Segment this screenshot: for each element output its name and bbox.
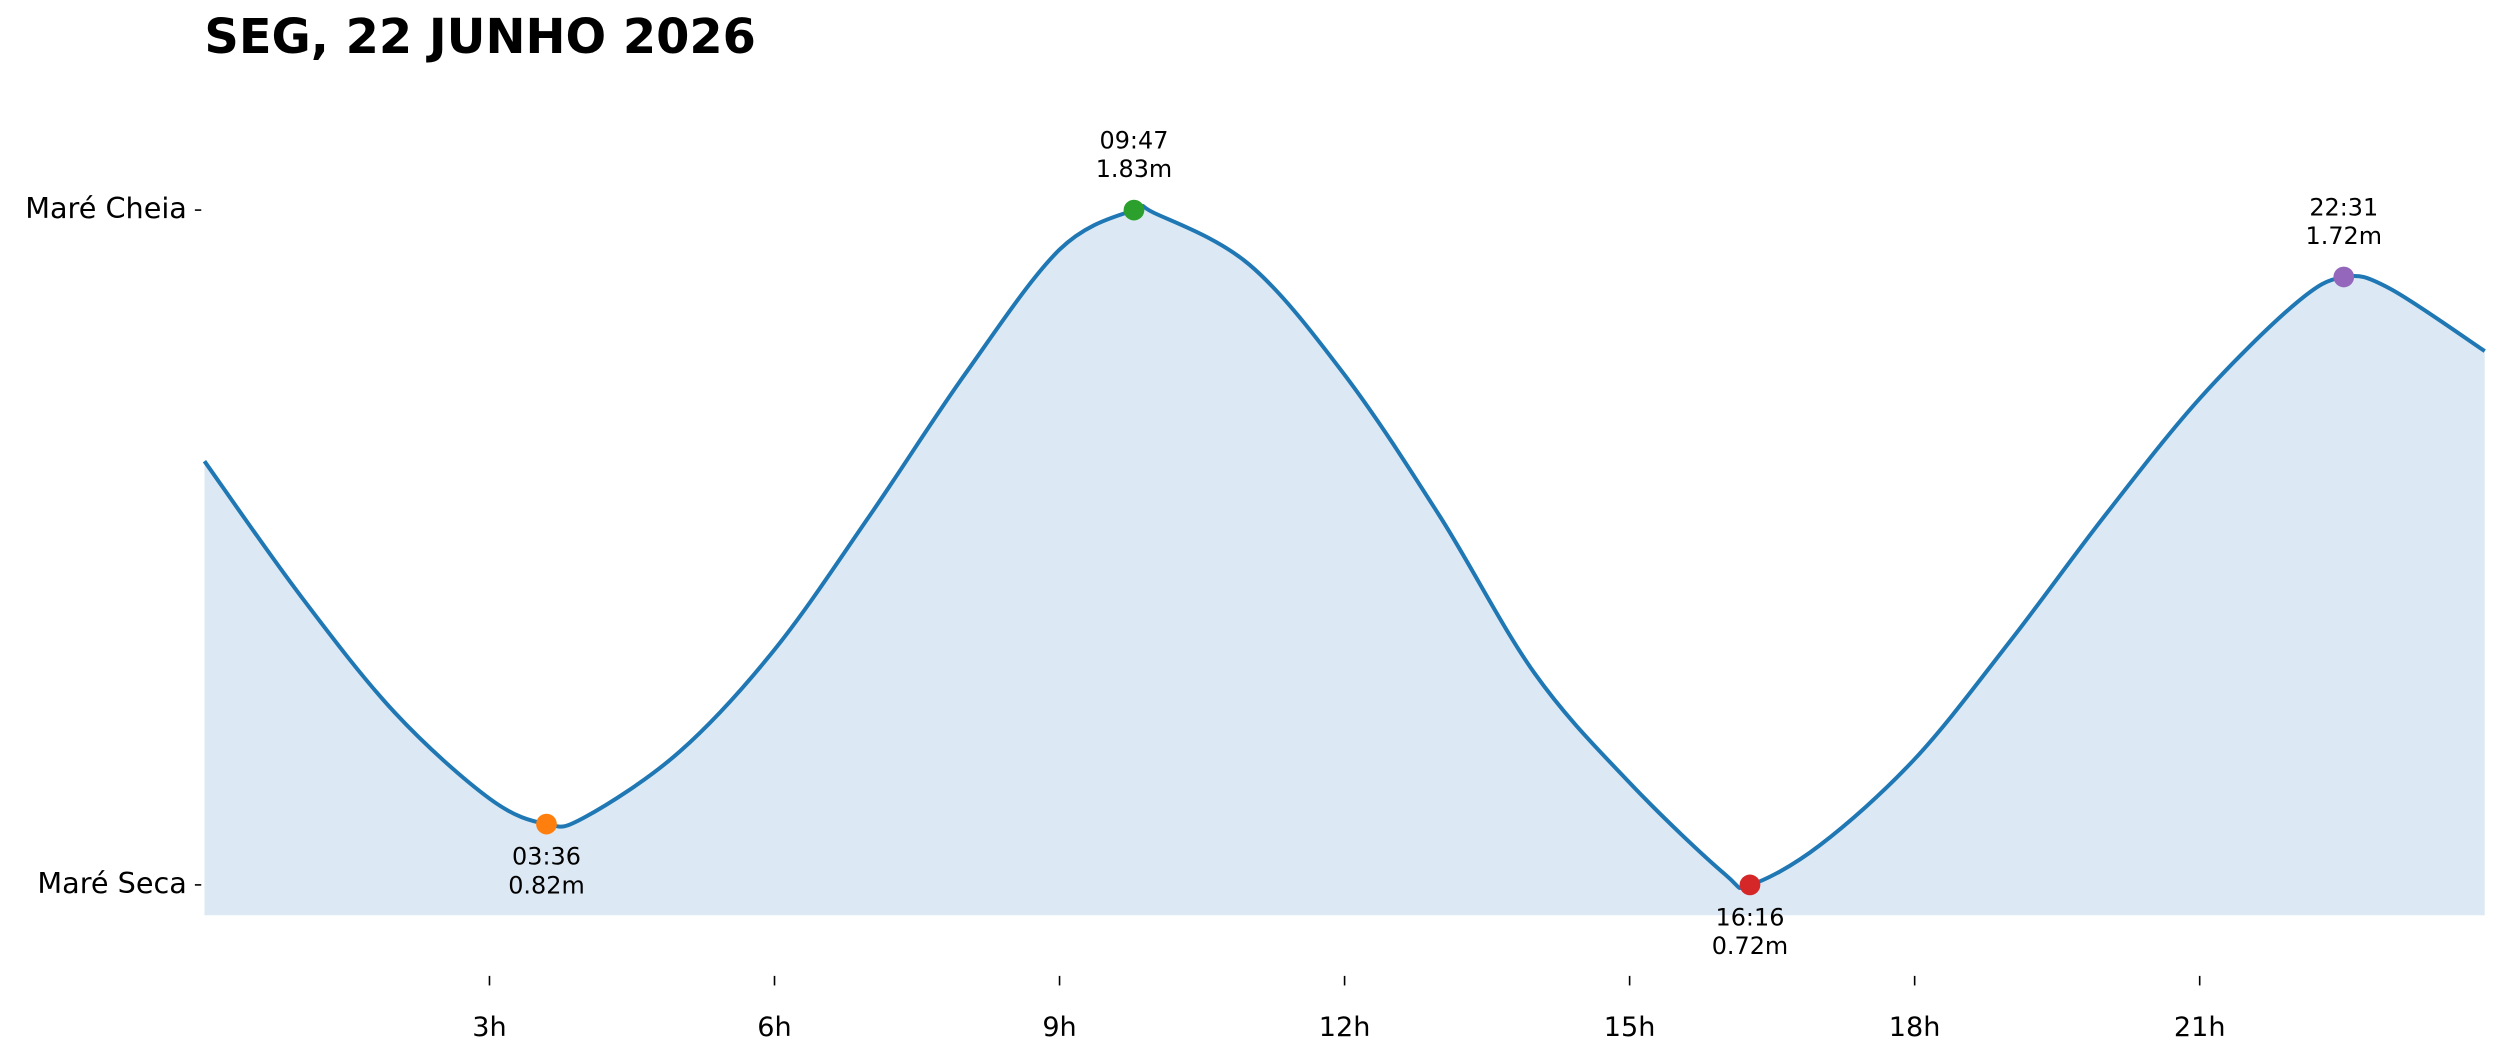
x-tick-label: 9h [1042,1012,1076,1043]
extremum-time: 16:16 [1716,903,1785,931]
x-tick-label: 12h [1319,1012,1371,1043]
extremum-time: 03:36 [512,843,581,871]
chart-title: SEG, 22 JUNHO 2026 [204,10,756,65]
extremum-time: 22:31 [2309,193,2378,221]
y-tick-label: Maré Cheia [25,191,187,225]
tide-line [202,203,2486,890]
extremum-time: 09:47 [1100,127,1169,155]
extremum-value: 0.82m [508,871,585,899]
x-tick-label: 18h [1889,1012,1941,1043]
extremum-value: 1.83m [1096,155,1173,183]
x-tick-label: 15h [1604,1012,1656,1043]
extremum-point [1739,874,1761,896]
area-fill [204,205,2485,916]
y-tick-label: Maré Seca [37,866,186,900]
extremum-point [536,813,557,835]
extremum-value: 0.72m [1712,932,1789,960]
extremum-value: 1.72m [2306,222,2383,250]
extremum-point [2333,266,2355,288]
x-tick-label: 3h [472,1012,506,1043]
x-tick-label: 6h [757,1012,791,1043]
x-tick-label: 21h [2174,1012,2226,1043]
extremum-point [1123,199,1145,221]
